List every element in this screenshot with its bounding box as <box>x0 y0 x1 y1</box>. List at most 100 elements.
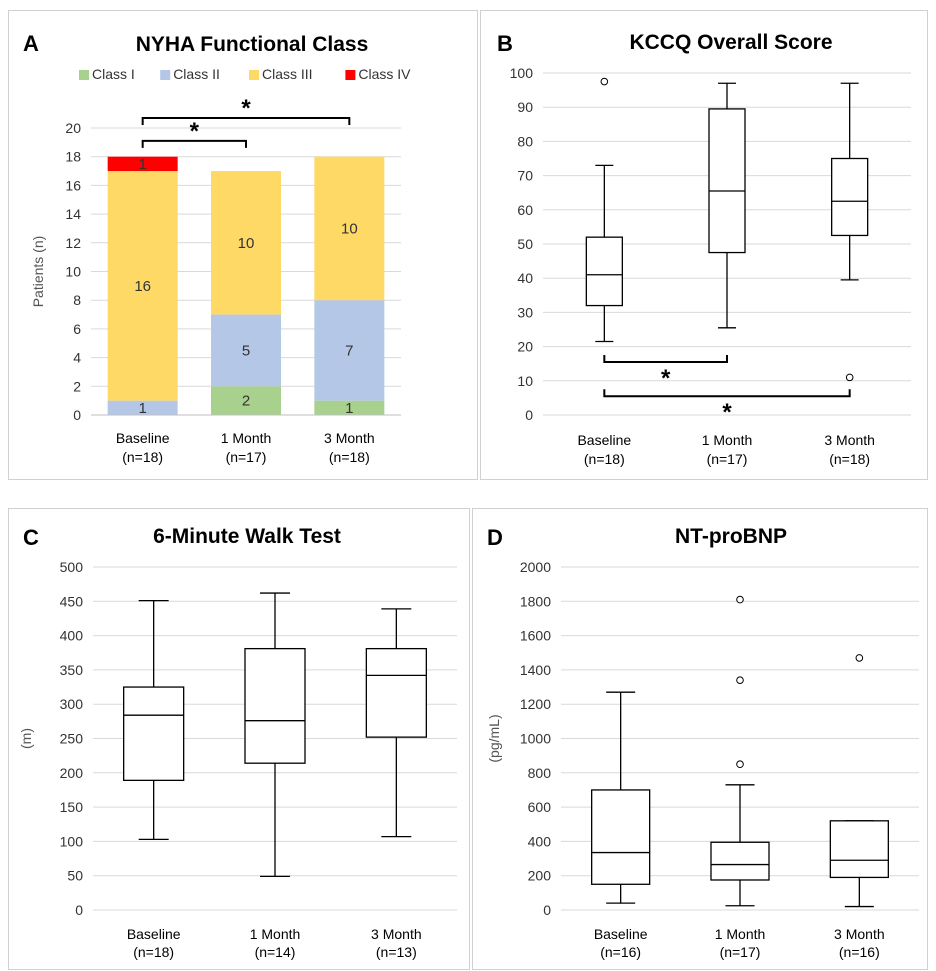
legend-entry: Class II <box>173 66 220 82</box>
outlier-point <box>845 373 854 382</box>
y-tick-label: 400 <box>60 628 84 644</box>
y-tick-label: 40 <box>517 270 533 286</box>
y-tick-label: 14 <box>65 206 81 222</box>
legend-entry: Class IV <box>358 66 411 82</box>
bar-segment <box>211 386 281 415</box>
y-tick-label: 10 <box>517 373 533 389</box>
y-tick-label: 60 <box>517 202 533 218</box>
bar-segment <box>314 156 385 301</box>
legend-swatch <box>160 70 171 80</box>
kccq-box-plot: B KCCQ Overall Score 0 10 20 30 40 50 60 70 80 90 10… <box>497 31 911 467</box>
y-tick-label: 800 <box>528 765 552 781</box>
panel-c-6mwt: C 6-Minute Walk Test 0 50 100 150 200 250 300 350… <box>8 508 470 970</box>
bar-data-label: 1 <box>138 156 146 173</box>
x-category-label: 3 Month <box>371 926 422 942</box>
y-tick-label: 2000 <box>520 559 551 575</box>
panel-label: D <box>487 525 503 550</box>
x-category-label: 1 Month <box>702 432 753 448</box>
panel-d-ntprobnp: D NT-proBNP 0 200 400 600 800 1000 1200 1400 1600 1… <box>472 508 928 970</box>
x-category-n-label: (n=14) <box>255 944 296 960</box>
y-tick-label: 1600 <box>520 628 551 644</box>
box-iqr <box>710 841 770 881</box>
box-iqr <box>365 647 427 738</box>
x-category-label: Baseline <box>577 432 631 448</box>
x-category-label: 3 Month <box>834 926 885 942</box>
legend-swatch <box>345 70 356 80</box>
x-category-n-label: (n=17) <box>720 944 761 960</box>
legend-entry: Class III <box>262 66 313 82</box>
chart-title: NT-proBNP <box>675 525 787 548</box>
bar-data-label: 7 <box>345 342 353 359</box>
x-category-n-label: (n=18) <box>329 449 370 465</box>
y-tick-label: 450 <box>60 593 84 609</box>
y-tick-label: 400 <box>528 833 552 849</box>
x-category-n-label: (n=17) <box>226 449 267 465</box>
bar-segment <box>107 400 178 415</box>
y-tick-label: 10 <box>65 264 81 280</box>
x-category-label: 3 Month <box>824 432 875 448</box>
nyha-stacked-bar-chart: A NYHA Functional Class02468101214161820P… <box>23 31 411 465</box>
bar-segment <box>314 400 385 415</box>
x-category-label: Baseline <box>127 926 181 942</box>
chart-title: KCCQ Overall Score <box>629 31 832 54</box>
x-category-n-label: (n=16) <box>839 944 880 960</box>
y-tick-label: 250 <box>60 731 84 747</box>
y-tick-label: 80 <box>517 133 533 149</box>
y-axis-label: (pg/mL) <box>486 714 502 762</box>
y-tick-label: 150 <box>60 799 84 815</box>
walk-test-box-plot: C 6-Minute Walk Test 0 50 100 150 200 250 300 350… <box>18 525 457 960</box>
bar-segment <box>211 314 281 387</box>
panel-label: A <box>23 31 39 56</box>
bar-data-label: 1 <box>138 400 146 417</box>
bar-segment <box>314 300 385 401</box>
panel-label: B <box>497 31 513 56</box>
outlier-point <box>855 654 864 662</box>
y-tick-label: 0 <box>75 902 83 918</box>
y-tick-label: 1800 <box>520 593 551 609</box>
x-category-label: 3 Month <box>324 430 375 446</box>
legend-swatch <box>249 70 259 80</box>
x-category-label: 1 Month <box>715 926 766 942</box>
y-tick-label: 300 <box>60 696 84 712</box>
y-tick-label: 18 <box>65 149 81 165</box>
x-category-label: Baseline <box>594 926 648 942</box>
y-tick-label: 0 <box>525 407 533 423</box>
significance-bracket <box>141 139 247 148</box>
y-tick-label: 8 <box>73 292 81 308</box>
x-category-n-label: (n=18) <box>122 449 163 465</box>
y-tick-label: 16 <box>65 177 81 193</box>
bar-segment <box>107 171 178 401</box>
box-iqr <box>831 157 869 237</box>
bar-data-label: 10 <box>238 235 255 252</box>
panel-label: C <box>23 525 39 550</box>
outlier-point <box>736 760 744 769</box>
y-tick-label: 100 <box>510 65 534 81</box>
x-category-label: 1 Month <box>250 926 301 942</box>
significance-star: * <box>722 399 732 426</box>
x-category-n-label: (n=17) <box>707 451 748 467</box>
y-tick-label: 500 <box>60 559 84 575</box>
box-iqr <box>123 686 185 781</box>
y-tick-label: 50 <box>67 868 83 884</box>
bar-data-label: 10 <box>341 220 358 237</box>
y-tick-label: 6 <box>73 321 81 337</box>
outlier-point <box>600 77 609 86</box>
y-tick-label: 90 <box>517 99 533 115</box>
significance-bracket <box>603 354 728 363</box>
y-tick-label: 20 <box>517 339 533 355</box>
y-tick-label: 2 <box>73 378 81 394</box>
y-axis-label: Patients (n) <box>30 236 46 308</box>
y-tick-label: 70 <box>517 168 533 184</box>
y-tick-label: 600 <box>528 799 552 815</box>
significance-star: * <box>190 118 200 145</box>
outlier-point <box>736 676 744 684</box>
box-iqr <box>708 108 746 254</box>
y-tick-label: 0 <box>73 407 81 423</box>
x-category-label: 1 Month <box>221 430 272 446</box>
significance-star: * <box>241 95 251 122</box>
x-category-n-label: (n=18) <box>829 451 870 467</box>
outlier-point <box>736 595 744 604</box>
y-tick-label: 1200 <box>520 696 551 712</box>
bar-data-label: 1 <box>345 400 353 417</box>
y-tick-label: 350 <box>60 662 84 678</box>
